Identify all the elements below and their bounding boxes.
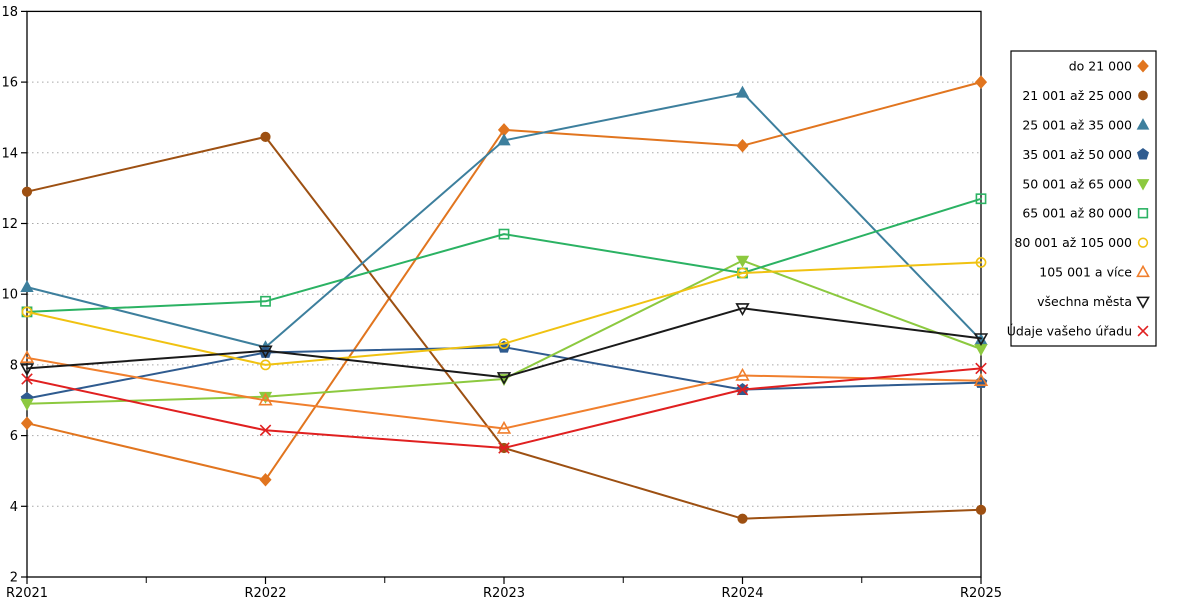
- legend-marker-icon: [1136, 118, 1150, 130]
- data-point-marker: [735, 85, 750, 98]
- legend-marker-icon: [1136, 296, 1150, 309]
- series-line: [26, 356, 982, 430]
- y-tick-label: 4: [10, 500, 18, 515]
- legend-label: do 21 000: [1069, 59, 1132, 74]
- legend-marker-icon: [1137, 208, 1149, 219]
- y-tick-label: 6: [10, 429, 18, 444]
- legend-label: 80 001 až 105 000: [1014, 235, 1132, 250]
- legend-label: 105 001 a více: [1039, 265, 1132, 280]
- data-point-marker: [259, 424, 272, 437]
- data-point-marker: [19, 363, 35, 377]
- data-point-marker: [258, 392, 273, 406]
- data-point-marker: [498, 338, 510, 350]
- legend-marker-icon: [1137, 237, 1149, 248]
- legend-marker-icon: [1138, 90, 1148, 101]
- data-point-marker: [975, 256, 987, 268]
- data-point-marker: [497, 133, 511, 146]
- data-point-marker: [20, 398, 34, 411]
- series-line: [26, 197, 982, 313]
- x-tick-label: R2022: [244, 586, 286, 600]
- data-point-marker: [20, 280, 34, 293]
- y-tick-label: 2: [10, 571, 18, 586]
- data-point-marker: [258, 391, 273, 404]
- legend-marker-icon: [1136, 148, 1150, 160]
- data-point-marker: [260, 131, 271, 142]
- y-tick-label: 8: [10, 358, 18, 373]
- legend-label: 50 001 až 65 000: [1022, 176, 1132, 191]
- data-point-marker: [973, 333, 989, 347]
- data-point-marker: [20, 416, 34, 430]
- data-point-marker: [21, 306, 33, 318]
- y-tick-label: 14: [1, 146, 18, 161]
- data-point-marker: [260, 359, 271, 371]
- y-tick-label: 10: [1, 288, 18, 303]
- legend: [1010, 50, 1157, 347]
- data-point-marker: [496, 420, 512, 434]
- data-point-marker: [735, 255, 750, 268]
- data-point-marker: [21, 186, 33, 197]
- x-tick-label: R2024: [721, 586, 763, 600]
- data-point-marker: [974, 75, 988, 89]
- data-point-marker: [975, 362, 987, 375]
- legend-label: 35 001 až 50 000: [1022, 147, 1132, 162]
- legend-marker-icon: [1137, 59, 1149, 73]
- data-point-marker: [735, 367, 750, 381]
- legend-marker-icon: [1137, 325, 1149, 337]
- data-point-marker: [259, 473, 272, 487]
- legend-marker-icon: [1136, 264, 1150, 278]
- data-point-marker: [737, 513, 748, 524]
- data-point-marker: [736, 383, 749, 396]
- legend-label: Údaje vašeho úřadu: [1007, 324, 1132, 339]
- data-point-marker: [975, 504, 987, 515]
- x-tick-label: R2025: [960, 586, 1002, 600]
- y-tick-label: 12: [1, 217, 18, 232]
- series-line: [26, 307, 982, 379]
- data-point-marker: [736, 138, 749, 153]
- data-point-marker: [496, 372, 512, 385]
- data-point-marker: [498, 442, 510, 454]
- data-point-marker: [21, 373, 33, 385]
- data-point-marker: [975, 193, 987, 205]
- data-point-marker: [498, 228, 510, 240]
- y-tick-label: 16: [1, 76, 18, 91]
- data-point-marker: [973, 373, 989, 387]
- legend-label: 21 001 až 25 000: [1022, 88, 1132, 103]
- y-tick-label: 18: [1, 5, 18, 20]
- legend-label: 25 001 až 35 000: [1022, 117, 1132, 132]
- data-point-marker: [737, 267, 748, 279]
- x-tick-label: R2021: [6, 586, 48, 600]
- series-line: [26, 261, 982, 366]
- data-point-marker: [260, 295, 271, 307]
- legend-label: 65 001 až 80 000: [1022, 206, 1132, 221]
- x-tick-label: R2023: [483, 586, 525, 600]
- data-point-marker: [258, 345, 273, 359]
- data-point-marker: [735, 303, 750, 316]
- legend-label: všechna města: [1037, 294, 1132, 309]
- data-point-marker: [19, 350, 35, 364]
- legend-marker-icon: [1136, 179, 1150, 191]
